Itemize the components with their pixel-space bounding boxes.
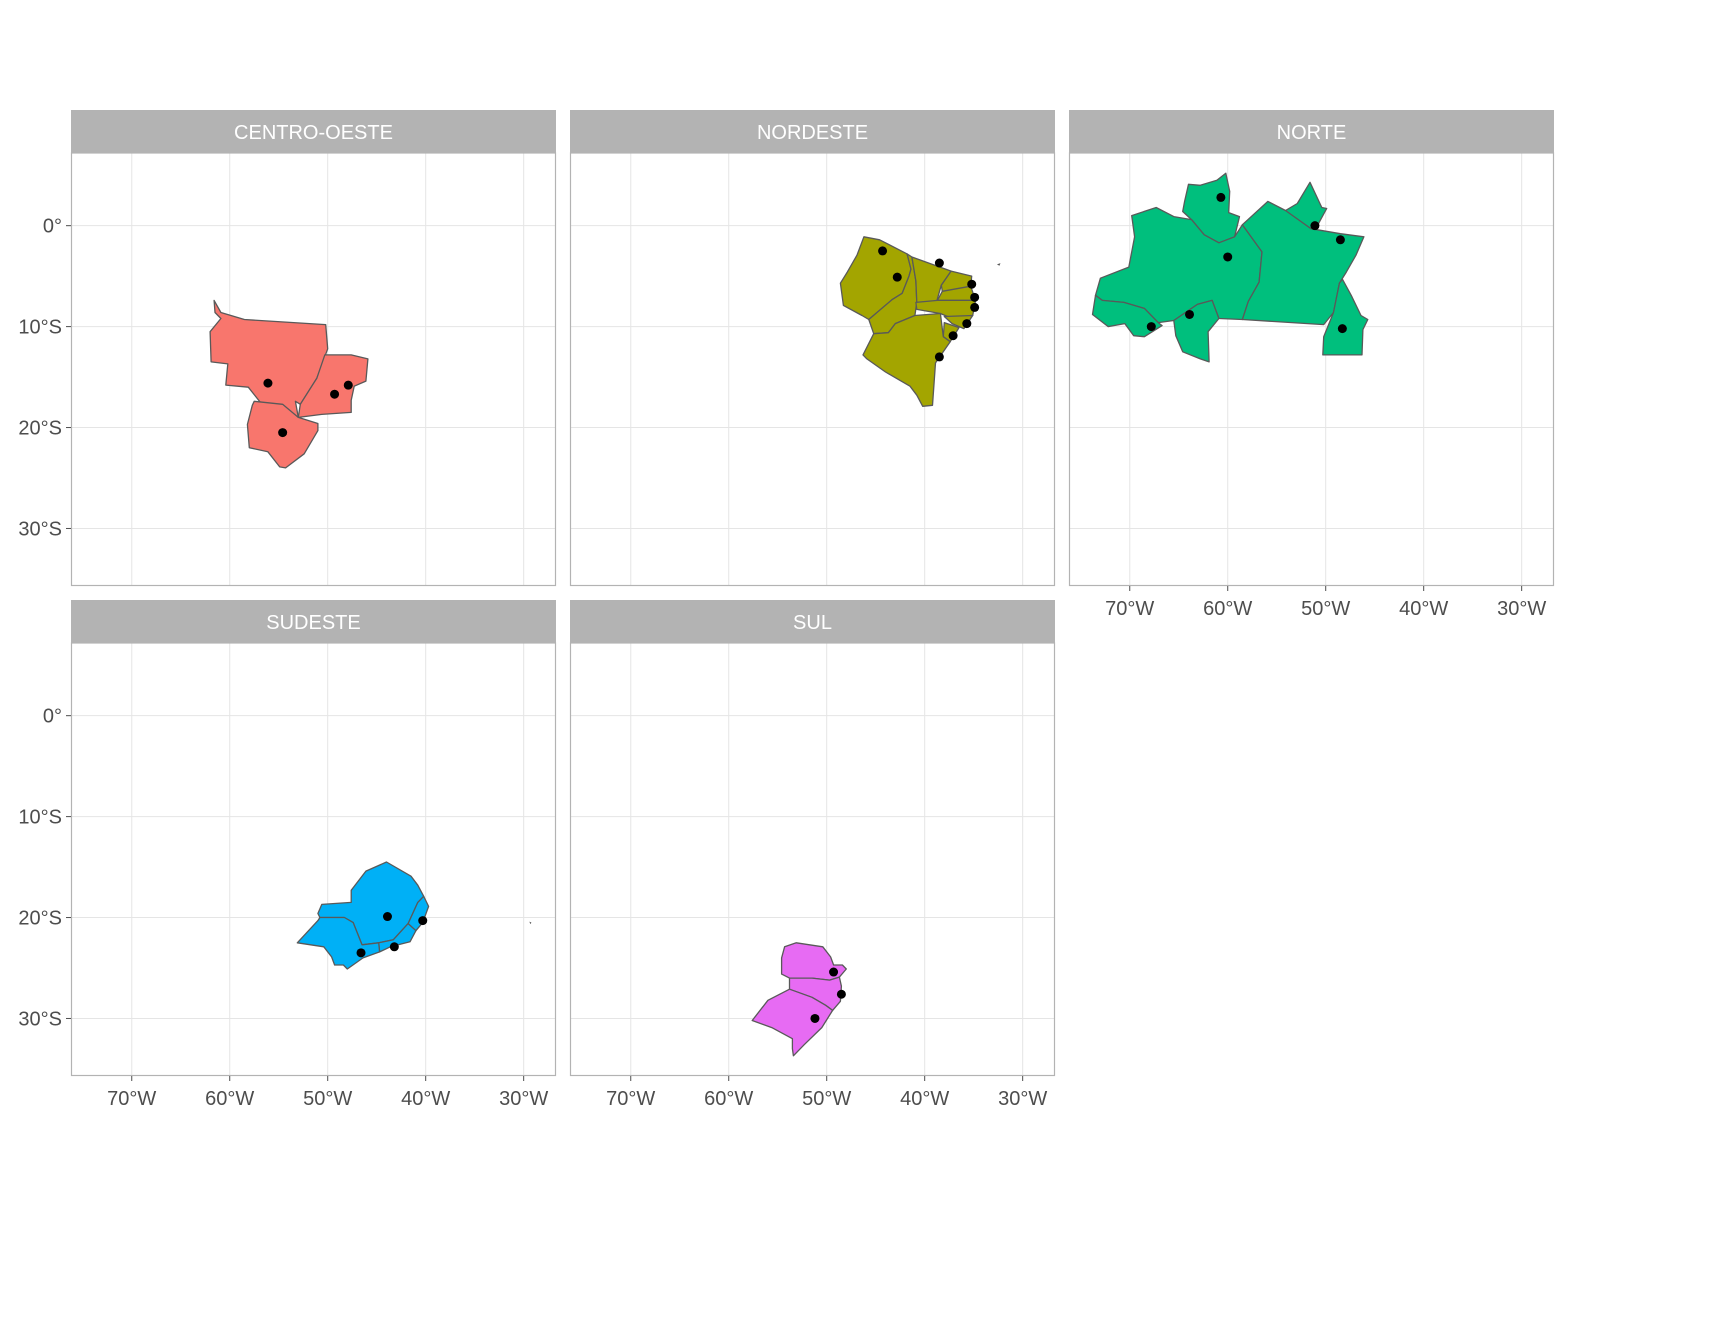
capital-point [1223, 252, 1233, 262]
x-axis: 70°W 60°W 50°W 40°W 30°W [107, 1076, 548, 1110]
facet-strip-label: CENTRO-OESTE [234, 122, 393, 144]
panel-border [569, 152, 1056, 587]
capital-point [1310, 221, 1320, 231]
capital-point [330, 389, 340, 399]
state-polygon [1322, 278, 1369, 356]
y-tick-label: 0° [43, 706, 62, 728]
x-tick-label: 70°W [1105, 598, 1154, 620]
state-polygon [1241, 200, 1365, 326]
panel-background [570, 153, 1055, 586]
state-polygon [862, 312, 951, 407]
facet-strip [570, 600, 1055, 643]
x-tick-label: 30°W [1497, 598, 1546, 620]
state-polygons [1091, 172, 1369, 363]
x-tick-label: 30°W [499, 1088, 548, 1110]
capital-point [343, 380, 353, 390]
state-polygon [378, 922, 417, 953]
capital-points [263, 378, 353, 438]
grid-lines [71, 643, 556, 1076]
capital-point [389, 942, 399, 952]
capital-point [892, 272, 902, 282]
y-tick-label: 20°S [18, 908, 62, 930]
capital-points [356, 912, 428, 958]
panel-border [70, 152, 557, 587]
capital-point [263, 378, 273, 388]
x-tick-label: 40°W [401, 1088, 450, 1110]
y-tick-label: 0° [43, 216, 62, 238]
y-tick-label: 10°S [18, 317, 62, 339]
capital-point [278, 428, 288, 438]
x-tick-label: 60°W [704, 1088, 753, 1110]
y-axis: 0° 10°S 20°S 30°S [18, 706, 71, 1030]
x-axis: 70°W 60°W 50°W 40°W 30°W [1105, 586, 1546, 620]
capital-point [418, 916, 428, 926]
state-polygon [751, 988, 834, 1057]
capital-point [970, 292, 980, 302]
panel-border [569, 642, 1056, 1077]
y-tick-label: 10°S [18, 807, 62, 829]
grid-lines [570, 153, 1055, 586]
capital-points [878, 246, 980, 362]
x-tick-label: 30°W [998, 1088, 1047, 1110]
capital-point [356, 948, 366, 958]
x-tick-label: 40°W [900, 1088, 949, 1110]
facet-strip-label: SUDESTE [266, 612, 360, 634]
state-polygon [1091, 294, 1163, 338]
capital-points [810, 967, 846, 1023]
island-polygon [996, 263, 1001, 266]
x-tick-label: 70°W [606, 1088, 655, 1110]
x-tick-label: 50°W [303, 1088, 352, 1110]
facet-panel-norte: NORTE 70°W 60°W 50°W 40°W 30°W [1068, 110, 1555, 620]
x-tick-label: 50°W [802, 1088, 851, 1110]
capital-point [1335, 235, 1345, 245]
y-tick-label: 20°S [18, 418, 62, 440]
capital-point [1337, 324, 1347, 334]
y-tick-label: 30°S [18, 518, 62, 540]
capital-point [878, 246, 888, 256]
facet-strip-label: SUL [793, 612, 832, 634]
capital-point [934, 352, 944, 362]
capital-points [1146, 192, 1347, 334]
x-axis: 70°W 60°W 50°W 40°W 30°W [606, 1076, 1047, 1110]
x-tick-label: 60°W [205, 1088, 254, 1110]
panel-background [71, 643, 556, 1076]
x-tick-label: 40°W [1399, 598, 1448, 620]
y-axis: 0° 10°S 20°S 30°S [18, 216, 71, 540]
panel-border [1068, 152, 1555, 587]
facet-strip [71, 110, 556, 153]
facet-panel-sudeste: SUDESTE 0° 10°S 20°S 30°S 70°W 60°W 50°W 40°W 30… [18, 600, 557, 1110]
state-polygons [839, 236, 1001, 407]
capital-point [829, 967, 839, 977]
capital-point [382, 912, 392, 922]
facet-panel-nordeste: NORDESTE [569, 110, 1056, 587]
faceted-map-figure: CENTRO-OESTE 0° 10°S 20°S 30°S NORDESTE NOR… [18, 110, 1555, 1110]
facet-strip-label: NORDESTE [757, 122, 868, 144]
capital-point [970, 302, 980, 312]
x-tick-label: 50°W [1301, 598, 1350, 620]
facet-strip [1069, 110, 1554, 153]
facet-strip [570, 110, 1055, 153]
facet-panel-centro-oeste: CENTRO-OESTE 0° 10°S 20°S 30°S [18, 110, 557, 587]
facet-strip-label: NORTE [1277, 122, 1347, 144]
facet-strip [71, 600, 556, 643]
y-tick-label: 30°S [18, 1008, 62, 1030]
capital-point [1146, 322, 1156, 332]
capital-point [810, 1013, 820, 1023]
capital-point [948, 331, 958, 341]
state-polygon [297, 354, 369, 419]
capital-point [1185, 309, 1195, 319]
facet-panel-sul: SUL 70°W 60°W 50°W 40°W 30°W [569, 600, 1056, 1110]
panel-border [70, 642, 557, 1077]
capital-point [1216, 192, 1226, 202]
capital-point [934, 258, 944, 268]
capital-point [962, 319, 972, 329]
capital-point [836, 989, 846, 999]
x-tick-label: 60°W [1203, 598, 1252, 620]
x-tick-label: 70°W [107, 1088, 156, 1110]
capital-point [967, 279, 977, 289]
